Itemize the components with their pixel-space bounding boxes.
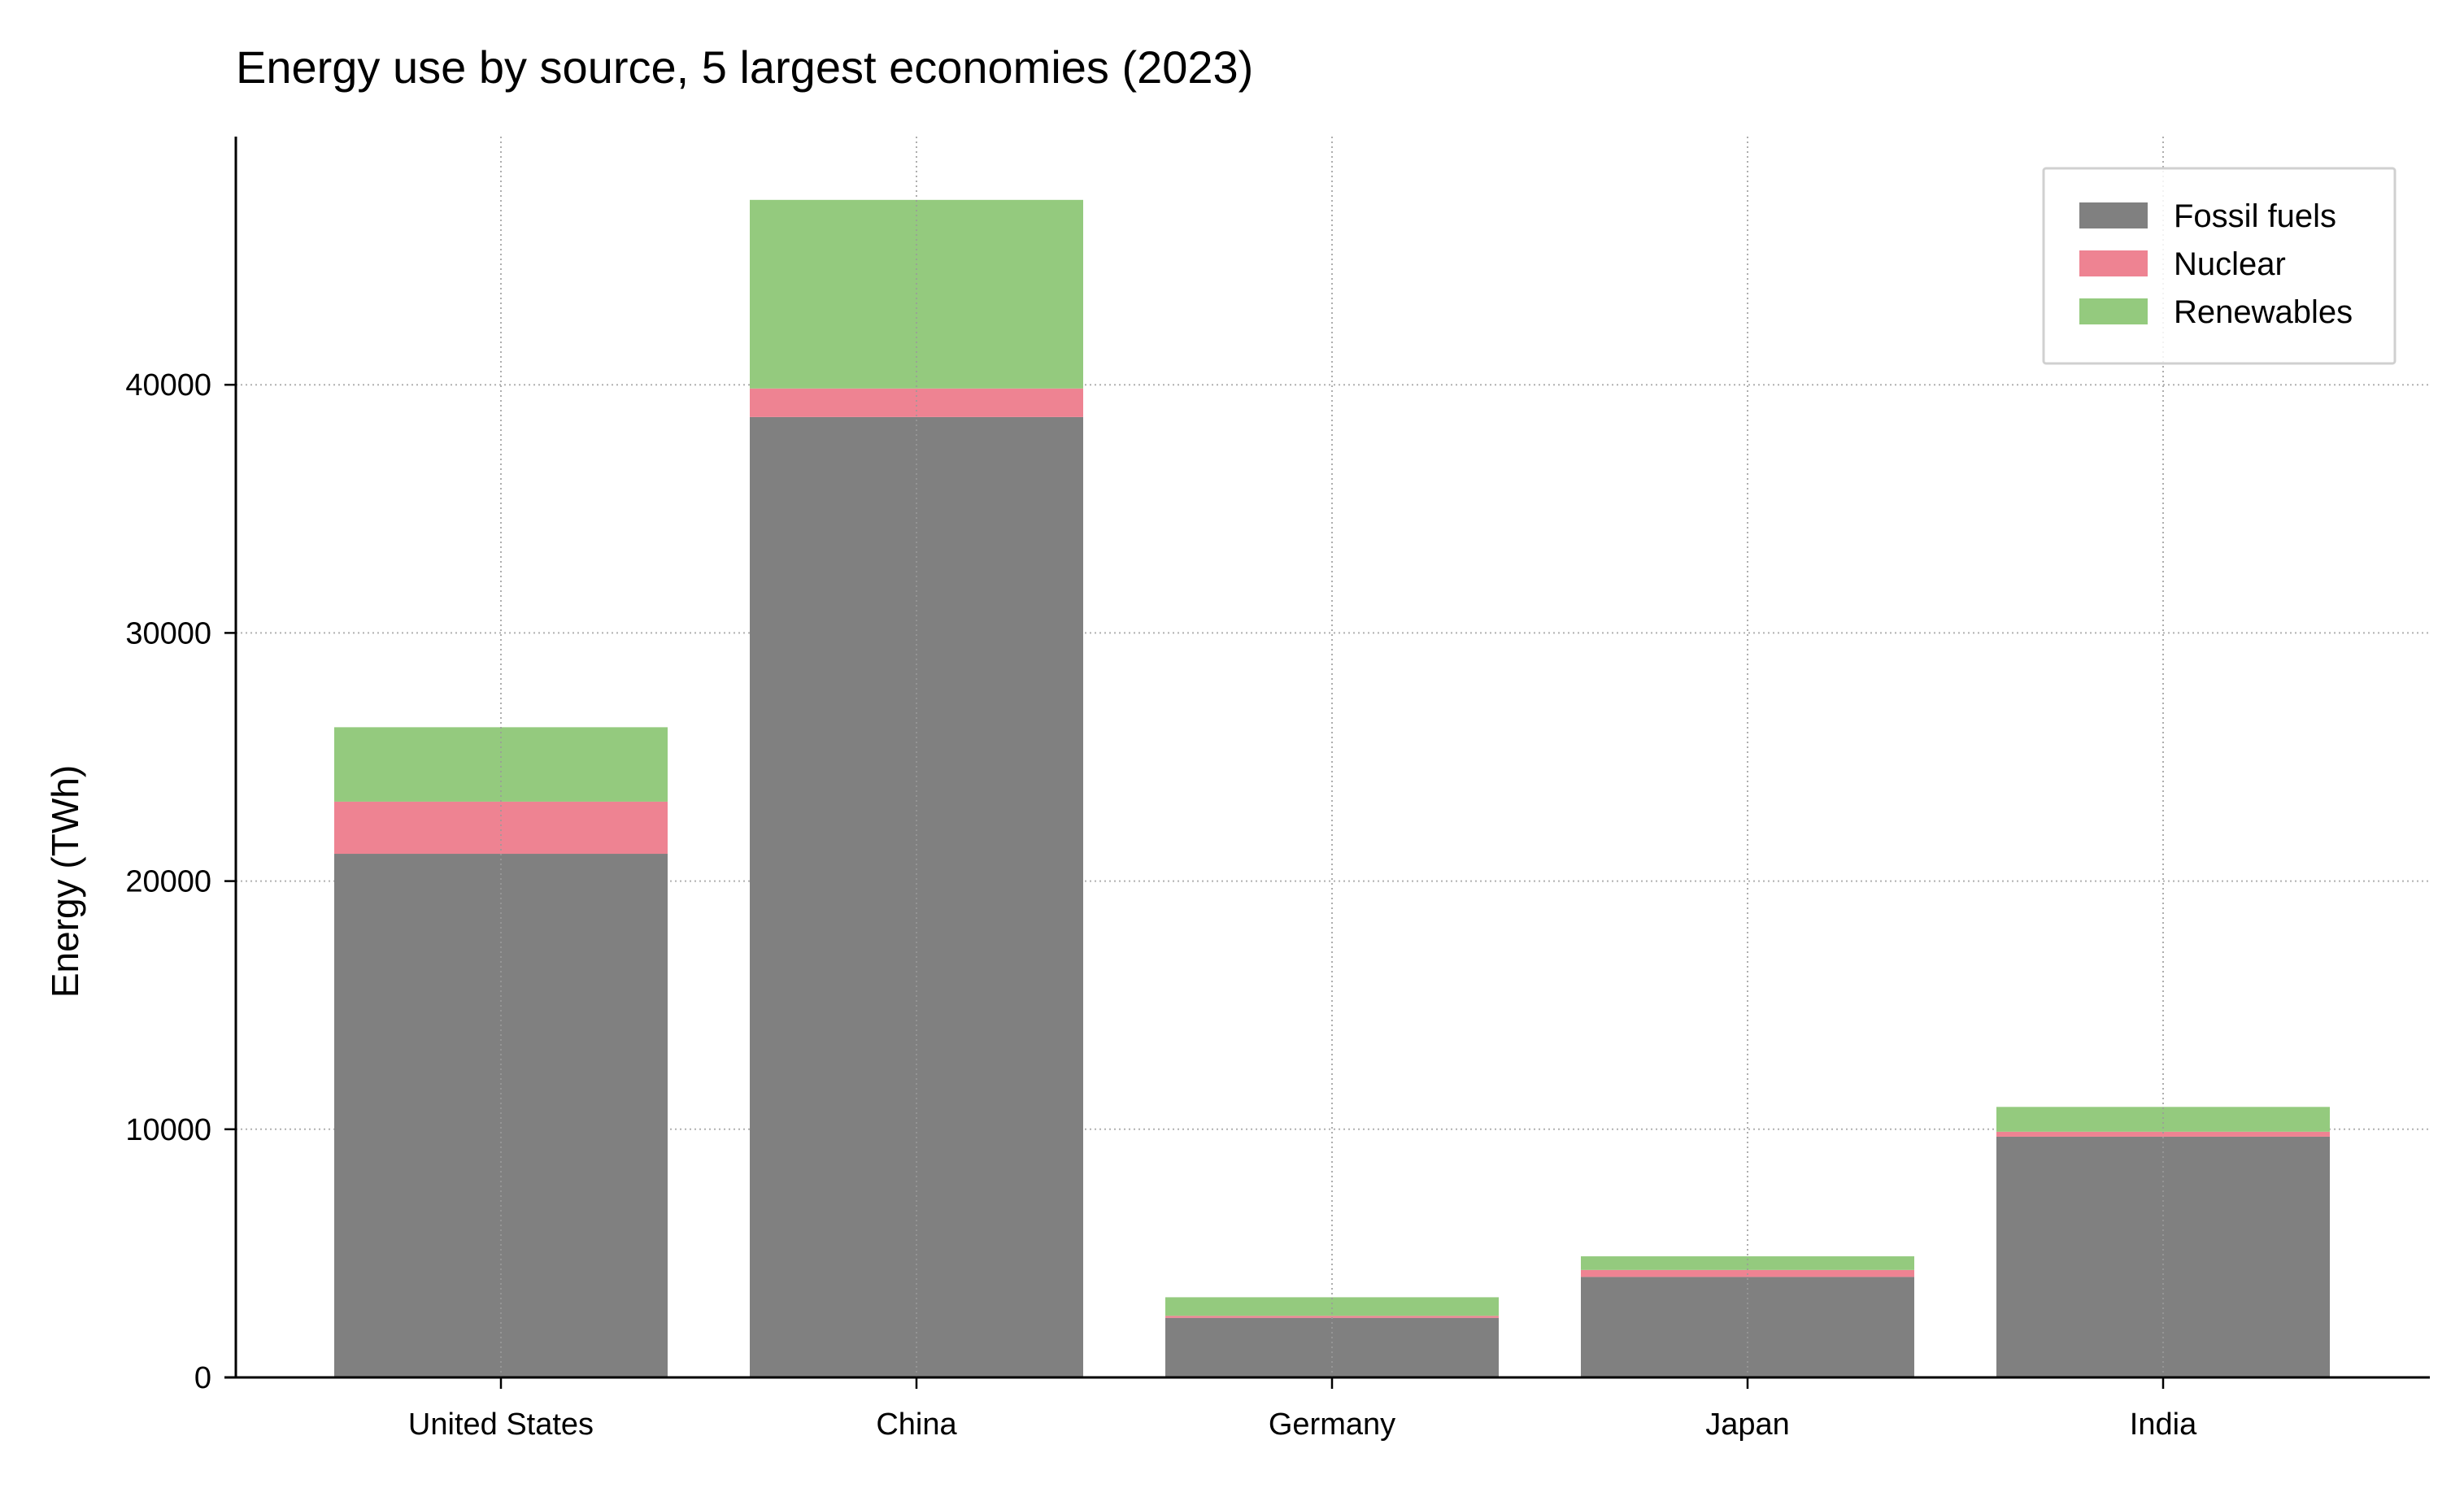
- y-tick-label: 0: [194, 1361, 211, 1395]
- x-tick-label: India: [2130, 1408, 2197, 1442]
- x-tick-label: Japan: [1705, 1408, 1790, 1442]
- bar-fossil-fuels: [334, 854, 668, 1377]
- legend-swatch: [2079, 202, 2148, 228]
- y-tick-label: 40000: [125, 368, 211, 402]
- legend-label: Fossil fuels: [2174, 198, 2336, 234]
- legend: Fossil fuels Nuclear Renewables: [2042, 167, 2397, 365]
- axes: [224, 137, 2430, 1389]
- bar-renewables: [1165, 1297, 1499, 1316]
- bar-fossil-fuels: [1996, 1136, 2330, 1377]
- legend-label: Renewables: [2174, 294, 2353, 330]
- tick-labels: 0 10000 20000 30000 40000 United States China G…: [125, 368, 2197, 1442]
- y-axis-label: Energy (TWh): [44, 765, 86, 998]
- y-tick-label: 30000: [125, 616, 211, 650]
- legend-swatch: [2079, 298, 2148, 324]
- bar-renewables: [334, 727, 668, 802]
- bar-renewables: [1581, 1256, 1914, 1270]
- bar-nuclear: [750, 388, 1083, 417]
- vertical-grid-lines: [500, 137, 2164, 1377]
- bar-nuclear: [1165, 1316, 1499, 1318]
- y-tick-label: 10000: [125, 1113, 211, 1147]
- x-tick-label: Germany: [1269, 1408, 1395, 1442]
- bar-nuclear: [1996, 1131, 2330, 1137]
- x-tick-label: United States: [408, 1408, 594, 1442]
- bar-nuclear: [334, 801, 668, 855]
- y-tick-label: 20000: [125, 865, 211, 899]
- legend-swatch: [2079, 250, 2148, 276]
- legend-label: Nuclear: [2174, 246, 2286, 282]
- x-tick-label: China: [876, 1408, 957, 1442]
- chart-title: Energy use by source, 5 largest economie…: [236, 41, 1253, 93]
